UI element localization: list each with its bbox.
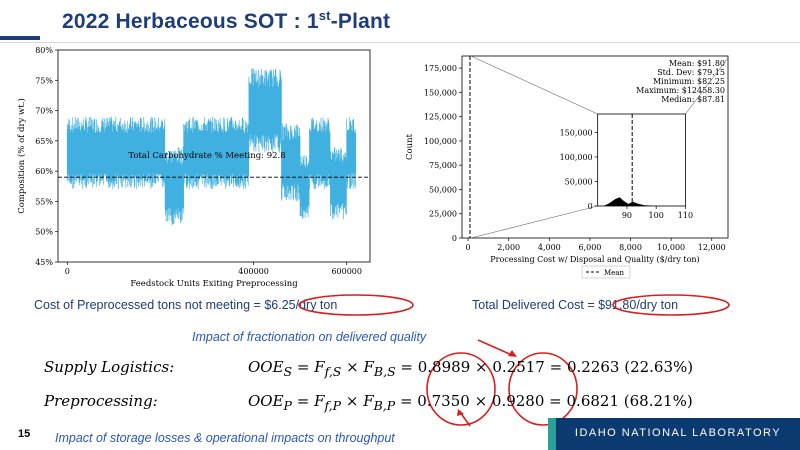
x-axis-label: Feedstock Units Exiting Preprocessing: [130, 279, 298, 289]
zoom-connector-bottom: [470, 205, 598, 239]
processing-cost-histogram: 0 25,000 50,000 75,000 100,000 125,000 150,000…: [405, 55, 729, 279]
preprocessing-label: Preprocessing:: [44, 392, 158, 410]
y-tick-label: 45%: [35, 258, 53, 267]
y-tick-label: 50,000: [429, 185, 457, 194]
x-tick-label: 0: [65, 267, 70, 276]
inset-y-tick-label: 0: [588, 202, 593, 211]
page-number: 15: [18, 428, 31, 440]
x-tick-label: 8,000: [619, 243, 642, 252]
annotation-label: Total Carbohydrate % Meeting: 92.8: [128, 151, 285, 161]
zoom-connector-right: [685, 57, 729, 115]
inset-frame: [597, 113, 686, 207]
arrow-bottom-head: [457, 409, 464, 416]
x-tick-label: 4,000: [538, 243, 561, 252]
impact-fractionation-note: Impact of fractionation on delivered qua…: [192, 330, 427, 344]
inset-y-tick-label: 150,000: [560, 128, 593, 137]
stats-line: Mean: $91.80: [669, 59, 725, 68]
x-tick-label: 2,000: [497, 243, 520, 252]
stats-line: Maximum: $12458.30: [636, 86, 725, 95]
arrow-top-head: [508, 350, 517, 357]
y-axis-label: Composition (% of dry wt.): [16, 98, 27, 214]
y-tick-label: 0: [452, 234, 457, 243]
footer-org-name: IDAHO NATIONAL LABORATORY: [574, 427, 782, 439]
composition-series: [66, 68, 357, 226]
y-tick-label: 60%: [35, 167, 53, 176]
x-tick-label: 0: [466, 243, 471, 252]
stats-line: Std. Dev: $79.15: [657, 68, 725, 77]
y-tick-label: 80%: [35, 46, 53, 55]
x-tick-label: 600000: [331, 267, 362, 276]
y-tick-label: 70%: [35, 107, 53, 116]
highlight-ellipse-v2: [508, 352, 578, 426]
right-caption: Total Delivered Cost = $91.80/dry ton: [472, 298, 679, 312]
inset-x-tick-label: 110: [678, 211, 693, 220]
x-tick-label: 12,000: [698, 243, 726, 252]
arrow-top: [477, 339, 515, 357]
inset-x-tick-label: 100: [649, 211, 664, 220]
zoom-connector-top: [470, 55, 598, 115]
highlight-ellipse-v1: [426, 352, 496, 426]
y-tick-label: 50%: [35, 228, 53, 237]
inset-x-tick-label: 90: [622, 211, 632, 220]
x-tick-label: 6,000: [578, 243, 601, 252]
legend-label: Mean: [604, 269, 624, 277]
stats-line: Median: $87.81: [661, 95, 725, 104]
inset-distribution: [603, 197, 671, 206]
x-tick-label: 400000: [238, 267, 269, 276]
title-accent-bar: [0, 36, 40, 40]
y-tick-label: 125,000: [424, 113, 457, 122]
highlight-ellipse-left-cost: [298, 294, 414, 316]
y-tick-label: 150,000: [424, 88, 457, 97]
supply-logistics-equation: OOES = Ff,S × FB,S = 0.8989 × 0.2517 = 0…: [248, 358, 694, 379]
y-tick-label: 65%: [35, 137, 53, 146]
preprocessing-equation: OOEP = Ff,P × FB,P = 0.7350 × 0.9280 = 0…: [248, 392, 693, 413]
carbohydrate-composition-chart: 45% 50% 55% 60% 65% 70% 75% 80% 0 400000 600000 Fee…: [16, 46, 371, 289]
impact-storage-note: Impact of storage losses & operational i…: [55, 431, 395, 445]
y-tick-label: 25,000: [429, 210, 457, 219]
inset-y-tick-label: 50,000: [565, 177, 593, 186]
y-axis-label: Count: [405, 133, 415, 160]
title-divider: [0, 42, 800, 43]
slide-title: 2022 Herbaceous SOT : 1st-Plant: [62, 8, 391, 33]
y-tick-label: 175,000: [424, 64, 457, 73]
x-tick-label: 10,000: [657, 243, 685, 252]
y-tick-label: 100,000: [424, 137, 457, 146]
y-tick-label: 75,000: [429, 161, 457, 170]
y-tick-label: 75%: [35, 76, 53, 85]
x-axis-label: Processing Cost w/ Disposal and Quality …: [490, 255, 699, 264]
y-tick-label: 55%: [35, 197, 53, 206]
inset-y-tick-label: 100,000: [560, 153, 593, 162]
legend-box: [581, 265, 631, 279]
supply-logistics-label: Supply Logistics:: [44, 358, 175, 376]
stats-line: Minimum: $82.25: [653, 77, 725, 86]
footer-banner: IDAHO NATIONAL LABORATORY: [548, 418, 800, 450]
left-caption: Cost of Preprocessed tons not meeting = …: [34, 298, 338, 312]
footer-accent-strip: [548, 418, 556, 450]
highlight-ellipse-right-cost: [612, 294, 730, 316]
